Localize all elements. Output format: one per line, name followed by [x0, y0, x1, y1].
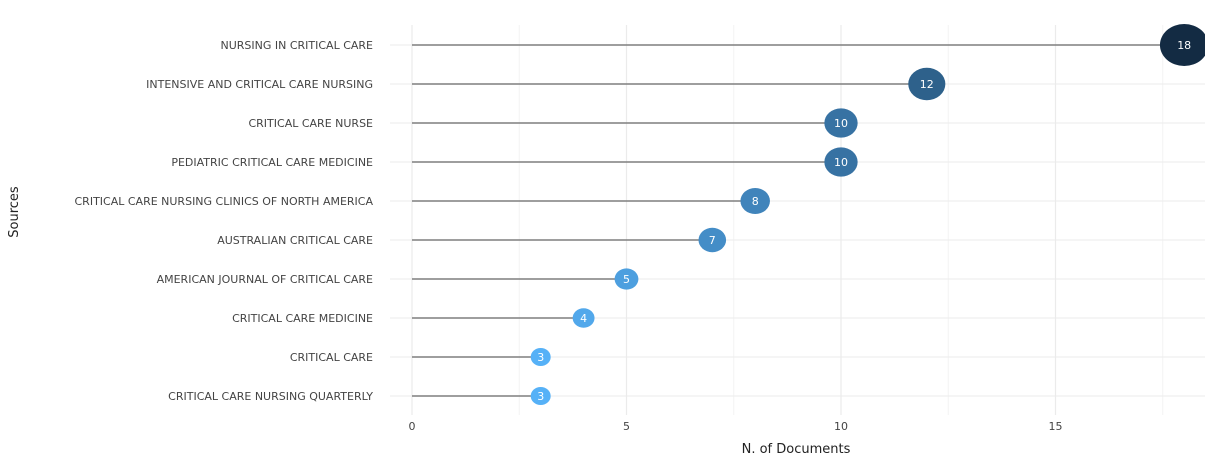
dot: [572, 308, 595, 328]
y-tick-label: AMERICAN JOURNAL OF CRITICAL CARE: [157, 273, 373, 286]
x-tick-label: 10: [834, 420, 848, 433]
dots: 18 12 10 10 8 7 5 4 3 3: [530, 24, 1205, 405]
value-label: 5: [623, 273, 630, 286]
dot: [824, 147, 858, 177]
value-label: 4: [580, 312, 587, 325]
dot: [530, 348, 551, 366]
dot: [530, 387, 551, 405]
dot: [1159, 24, 1205, 66]
value-label: 3: [537, 390, 544, 403]
y-tick-label: PEDIATRIC CRITICAL CARE MEDICINE: [171, 156, 373, 169]
stems: [412, 44, 1185, 397]
value-label: 18: [1177, 39, 1191, 52]
value-label: 8: [752, 195, 759, 208]
y-tick-label: CRITICAL CARE: [290, 351, 373, 364]
value-label: 3: [537, 351, 544, 364]
value-label: 12: [920, 78, 934, 91]
y-tick-label: CRITICAL CARE NURSING CLINICS OF NORTH A…: [75, 195, 374, 208]
x-tick-label: 0: [409, 420, 416, 433]
dot: [614, 268, 639, 290]
y-tick-label: CRITICAL CARE MEDICINE: [232, 312, 373, 325]
y-tick-label: AUSTRALIAN CRITICAL CARE: [217, 234, 373, 247]
value-label: 10: [834, 117, 848, 130]
y-tick-label: CRITICAL CARE NURSE: [248, 117, 373, 130]
x-tick-label: 15: [1049, 420, 1063, 433]
x-tick-labels: 0 5 10 15: [409, 420, 1063, 433]
y-tick-label: INTENSIVE AND CRITICAL CARE NURSING: [146, 78, 373, 91]
y-tick-label: CRITICAL CARE NURSING QUARTERLY: [168, 390, 373, 403]
value-label: 10: [834, 156, 848, 169]
x-axis-title: N. of Documents: [742, 442, 851, 457]
dot: [908, 67, 946, 101]
y-axis-title: Sources: [7, 186, 22, 238]
y-tick-labels: NURSING IN CRITICAL CARE INTENSIVE AND CR…: [75, 39, 374, 403]
x-tick-label: 5: [623, 420, 630, 433]
dot: [698, 227, 727, 253]
dot: [740, 188, 770, 214]
dot: [824, 108, 858, 138]
value-label: 7: [709, 234, 716, 247]
y-tick-label: NURSING IN CRITICAL CARE: [220, 39, 373, 52]
